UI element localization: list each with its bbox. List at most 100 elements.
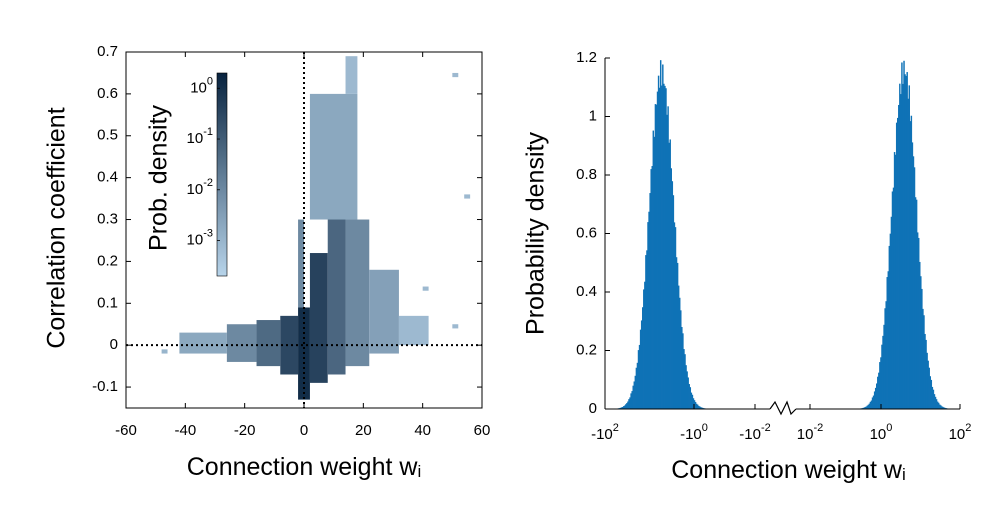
histogram-bar-negative — [695, 403, 698, 409]
histogram-bar-positive — [913, 167, 916, 409]
histogram-bar-negative — [661, 85, 663, 409]
histogram-bar-positive — [930, 379, 933, 409]
histogram-bar-positive — [904, 74, 906, 410]
histogram-bar-negative — [701, 407, 703, 409]
x-tick-label: 40 — [414, 422, 431, 439]
histogram-bar-positive — [870, 400, 873, 409]
density-cell-15 — [464, 194, 471, 199]
histogram-bar-negative — [624, 405, 626, 409]
density-cell-6 — [298, 219, 304, 308]
histogram-bar-negative — [626, 403, 628, 409]
x-tick-label: 0 — [300, 422, 308, 439]
histogram-bar-positive — [936, 401, 939, 409]
histogram-bar-positive — [910, 115, 913, 410]
histogram-bar-positive — [892, 187, 895, 409]
histogram-bar-negative — [663, 83, 665, 409]
histogram-bar-positive — [893, 152, 896, 409]
density-cell-0 — [161, 349, 168, 354]
histogram-bar-negative — [702, 407, 704, 409]
histogram-bar-negative — [658, 87, 661, 409]
histogram-bar-positive — [933, 394, 936, 409]
histogram-bar-negative — [634, 375, 637, 409]
histogram-bar-negative — [648, 211, 650, 409]
histogram-bar-positive — [920, 276, 922, 409]
x-tick-label: 102 — [949, 422, 972, 443]
histogram-bar-positive — [863, 407, 865, 409]
y-tick-label: 0.8 — [576, 166, 597, 183]
density-cell-1 — [179, 332, 227, 354]
density-cell-13 — [345, 56, 358, 94]
histogram-bar-negative — [619, 407, 622, 409]
histogram-bar-negative — [635, 367, 638, 409]
histogram-bar-negative — [642, 307, 644, 409]
x-tick-label: 100 — [870, 422, 893, 443]
histogram-bar-negative — [699, 406, 701, 409]
histogram-bar-positive — [923, 315, 925, 409]
histogram-bar-negative — [673, 222, 676, 409]
histogram-bar-negative — [646, 250, 648, 409]
colorbar-tick-label: 10-3 — [187, 227, 213, 248]
histogram-bar-positive — [905, 75, 907, 409]
histogram-bar-positive — [902, 83, 904, 410]
y-tick-label: 0.3 — [97, 210, 118, 227]
histogram-bar-negative — [645, 255, 647, 409]
histogram-bar-negative — [671, 181, 674, 409]
histogram-bar-positive — [871, 397, 874, 409]
histogram-bar-positive — [921, 288, 923, 409]
histogram-bar-positive — [898, 104, 900, 409]
histogram-bar-negative — [632, 385, 634, 409]
x-tick-label: 10-2 — [797, 422, 823, 443]
histogram-bar-positive — [889, 233, 892, 409]
histogram-bar-positive — [944, 407, 946, 409]
histogram-bar-positive — [935, 399, 938, 409]
histogram-bar-negative — [685, 365, 687, 409]
y-tick-label: 1.2 — [576, 49, 597, 66]
histogram-bar-positive — [927, 360, 929, 409]
histogram-bar-positive — [943, 407, 945, 409]
histogram-bar-negative — [657, 75, 660, 409]
axis-break-zigzag — [769, 400, 797, 416]
histogram-bar-positive — [940, 405, 942, 409]
histogram-bar-negative — [696, 404, 699, 409]
x-axis-label: Connection weight wi — [187, 453, 421, 482]
histogram-bar-negative — [631, 391, 633, 409]
histogram-bar-negative — [666, 114, 668, 409]
histogram-bar-negative — [647, 222, 649, 409]
histogram-bar-positive — [895, 122, 898, 410]
histogram-bar-positive — [880, 357, 882, 409]
histogram-bar-positive — [894, 154, 897, 409]
y-tick-label: 0.6 — [97, 85, 118, 102]
histogram-bar-positive — [865, 406, 867, 409]
histogram-bar-negative — [689, 387, 692, 409]
histogram-bar-negative — [686, 371, 688, 409]
histogram-bar-positive — [878, 372, 880, 409]
colorbar-tick-label: 10-1 — [187, 126, 213, 147]
histogram-bar-positive — [900, 94, 902, 410]
right-panel-histogram: 0 0.2 0.4 0.6 0.8 1 1.2 -102 -100 -10-2 10-2 100 102… — [522, 49, 972, 485]
histogram-bar-positive — [924, 333, 926, 409]
histogram-bar-positive — [929, 376, 931, 409]
histogram-bar-negative — [691, 394, 694, 409]
histogram-bar-positive — [941, 406, 943, 409]
histogram-bar-negative — [637, 350, 640, 409]
histogram-bar-negative — [664, 85, 666, 410]
histogram-bar-negative — [639, 329, 642, 409]
density-cell-12 — [309, 93, 358, 220]
density-cell-9 — [345, 219, 370, 367]
histogram-bar-negative — [694, 402, 697, 409]
density-cell-10 — [369, 269, 399, 354]
histogram-bar-positive — [899, 83, 901, 409]
histogram-bar-negative — [684, 354, 686, 409]
histogram-bar-positive — [918, 237, 920, 409]
y-tick-label: 0.4 — [97, 169, 118, 186]
y-tick-label: 0.1 — [97, 294, 118, 311]
y-tick-label: 0.4 — [576, 283, 597, 300]
histogram-bar-negative — [633, 381, 635, 409]
y-tick-label: 0.6 — [576, 224, 597, 241]
y-tick-label: 0 — [110, 336, 118, 353]
x-tick-label: -100 — [680, 422, 708, 443]
histogram-bar-negative — [652, 130, 655, 409]
y-tick-label: 0.5 — [97, 127, 118, 144]
histogram-bar-negative — [628, 399, 630, 409]
x-tick-label: -102 — [591, 422, 619, 443]
